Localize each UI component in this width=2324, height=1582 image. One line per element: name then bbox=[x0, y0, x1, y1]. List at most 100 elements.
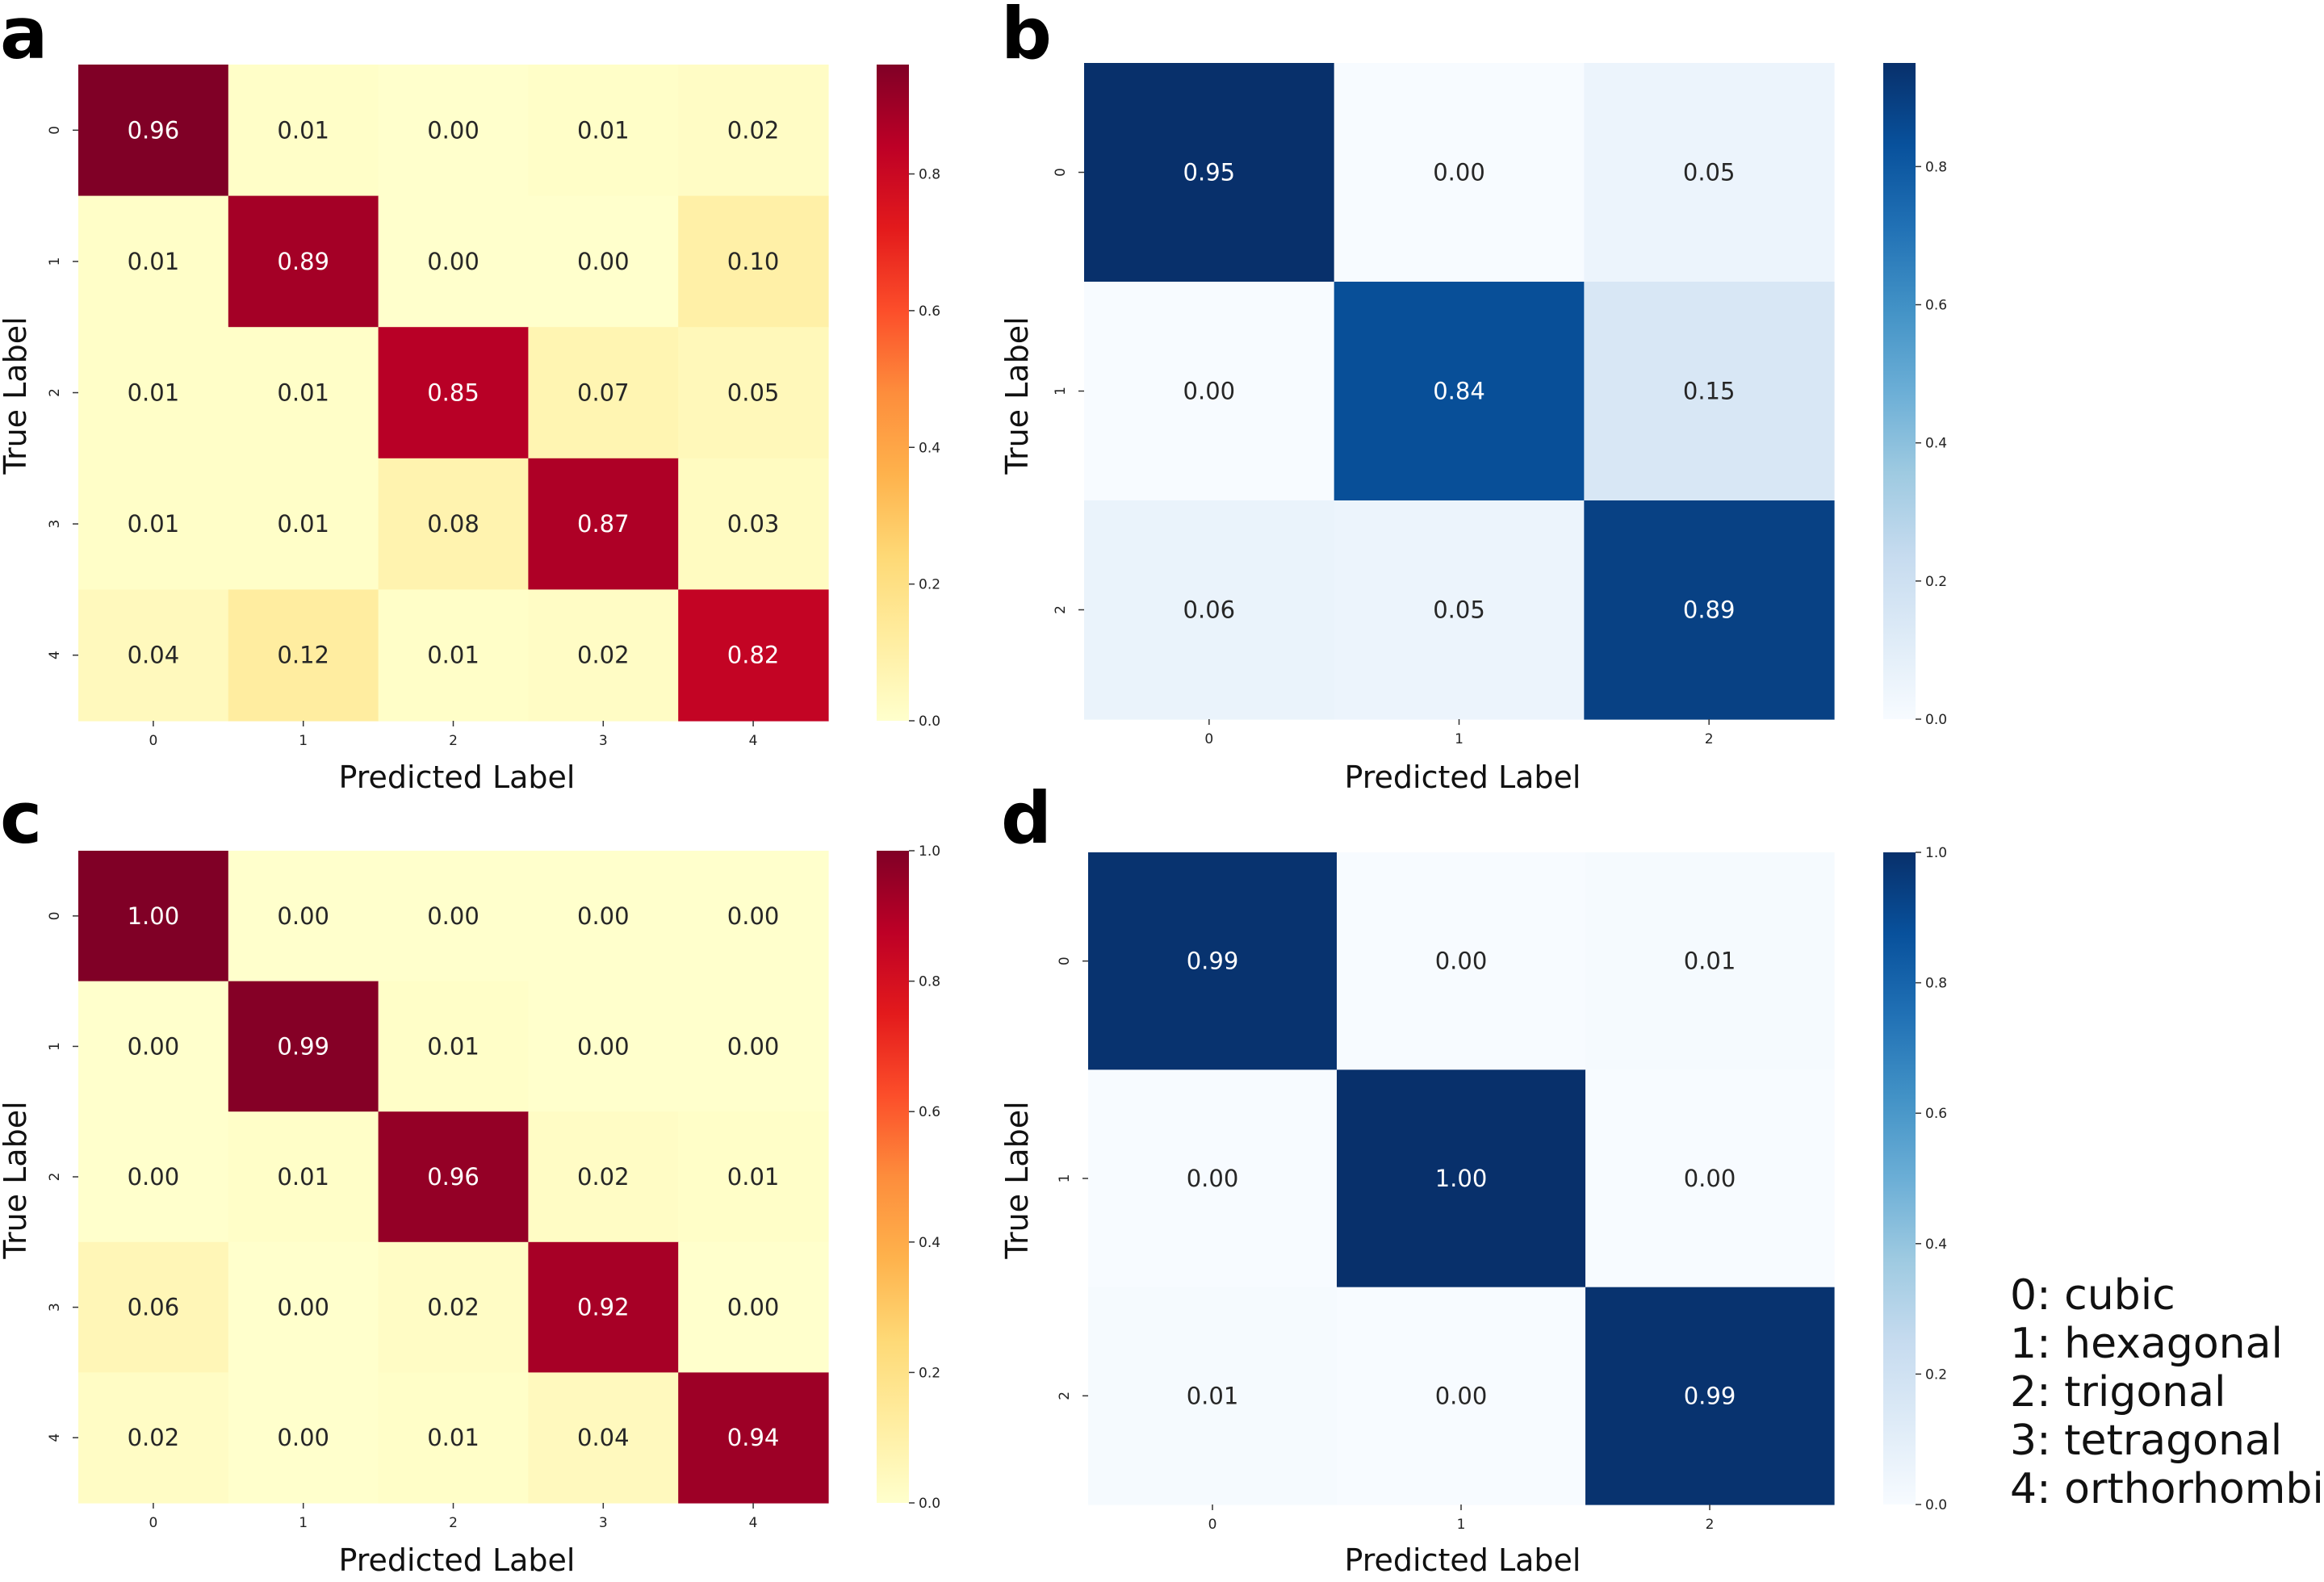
panel-b: b 0.95 0.00 0.050.00 0.84 0.150.06 0.05 0.890 1… bbox=[999, 0, 1947, 795]
cell-c-4-3 bbox=[528, 1372, 679, 1504]
cell-value-a-4-4: 0.82 bbox=[727, 642, 780, 669]
colorbar-tick-b-1: 0.2 bbox=[1925, 574, 1947, 590]
cell-value-a-4-2: 0.01 bbox=[427, 642, 479, 669]
cell-value-c-2-1: 0.01 bbox=[277, 1163, 329, 1191]
cell-value-c-4-2: 0.01 bbox=[427, 1424, 479, 1451]
cell-value-a-2-3: 0.07 bbox=[577, 379, 630, 407]
cell-value-d-2-1: 0.00 bbox=[1435, 1382, 1488, 1409]
panel-a: a 0.96 0.01 0.00 0.01 0.020.01 0.89 0.00 0.00 0.… bbox=[0, 0, 940, 795]
cell-value-c-2-3: 0.02 bbox=[577, 1163, 630, 1191]
cell-b-2-2 bbox=[1584, 500, 1835, 720]
y-axis-label-b: True Label bbox=[999, 316, 1035, 475]
panel-label-b: b bbox=[1001, 0, 1052, 75]
cell-value-c-3-1: 0.00 bbox=[277, 1294, 329, 1321]
colorbar-tick-b-2: 0.4 bbox=[1925, 436, 1947, 452]
cell-a-2-3 bbox=[528, 327, 679, 459]
cell-value-d-0-1: 0.00 bbox=[1435, 948, 1488, 975]
cell-a-1-0 bbox=[78, 195, 229, 328]
colorbar-tick-a-3: 0.6 bbox=[919, 303, 940, 320]
cell-value-a-1-0: 0.01 bbox=[128, 248, 180, 275]
y-tick-a-1: 1 bbox=[47, 257, 63, 266]
cell-d-1-1 bbox=[1337, 1069, 1586, 1288]
colorbar-tick-c-1: 0.2 bbox=[919, 1365, 940, 1381]
cell-value-a-2-0: 0.01 bbox=[128, 379, 180, 407]
cell-value-c-3-4: 0.00 bbox=[727, 1294, 780, 1321]
panel-c: c 1.00 0.00 0.00 0.00 0.00 0.00 0.99 0.01 0.00 0.… bbox=[0, 776, 940, 1578]
cell-value-b-0-0: 0.95 bbox=[1183, 159, 1236, 186]
cell-d-0-0 bbox=[1088, 852, 1338, 1070]
x-tick-d-2: 2 bbox=[1706, 1517, 1715, 1533]
colorbar-tick-b-3: 0.6 bbox=[1925, 298, 1947, 314]
x-tick-c-0: 0 bbox=[149, 1515, 157, 1531]
cell-value-a-2-1: 0.01 bbox=[277, 379, 329, 407]
cell-c-0-1 bbox=[228, 851, 379, 982]
cell-value-b-2-1: 0.05 bbox=[1433, 596, 1485, 624]
cell-value-a-2-4: 0.05 bbox=[727, 379, 780, 407]
x-tick-d-0: 0 bbox=[1208, 1517, 1217, 1533]
cell-a-4-0 bbox=[78, 589, 229, 722]
panel-label-c: c bbox=[0, 776, 42, 860]
cell-a-1-2 bbox=[378, 195, 529, 328]
y-tick-a-2: 2 bbox=[47, 388, 63, 397]
x-tick-d-1: 1 bbox=[1457, 1517, 1466, 1533]
y-tick-b-2: 2 bbox=[1053, 605, 1069, 614]
colorbar-tick-a-4: 0.8 bbox=[919, 167, 940, 183]
cell-a-1-4 bbox=[678, 195, 829, 328]
cell-value-a-3-0: 0.01 bbox=[128, 510, 180, 538]
colorbar-ticks-b: 0.0 0.2 0.4 0.6 0.8 bbox=[1916, 159, 1947, 728]
cell-value-b-0-2: 0.05 bbox=[1683, 159, 1736, 186]
cell-value-b-2-0: 0.06 bbox=[1183, 596, 1236, 624]
cell-value-a-0-2: 0.00 bbox=[427, 116, 479, 144]
colorbar-ticks-c: 0.0 0.2 0.4 0.6 0.8 1.0 bbox=[909, 843, 940, 1512]
cell-value-c-2-4: 0.01 bbox=[727, 1163, 780, 1191]
cell-value-c-0-2: 0.00 bbox=[427, 902, 479, 930]
cell-value-c-1-2: 0.01 bbox=[427, 1032, 479, 1060]
cell-value-a-4-3: 0.02 bbox=[577, 642, 630, 669]
cell-a-4-4 bbox=[678, 589, 829, 722]
cell-d-2-1 bbox=[1337, 1287, 1586, 1505]
cell-value-c-4-1: 0.00 bbox=[277, 1424, 329, 1451]
colorbar-tick-b-4: 0.8 bbox=[1925, 159, 1947, 175]
cell-value-c-2-2: 0.96 bbox=[427, 1163, 479, 1191]
x-tick-a-4: 4 bbox=[749, 733, 758, 749]
x-tick-a-1: 1 bbox=[299, 733, 308, 749]
cell-value-a-0-1: 0.01 bbox=[277, 116, 329, 144]
cell-value-c-0-1: 0.00 bbox=[277, 902, 329, 930]
cell-b-1-0 bbox=[1084, 282, 1335, 501]
x-tick-b-2: 2 bbox=[1705, 731, 1714, 747]
x-tick-b-1: 1 bbox=[1455, 731, 1463, 747]
cell-value-b-1-0: 0.00 bbox=[1183, 378, 1236, 405]
cell-value-c-0-0: 1.00 bbox=[128, 902, 180, 930]
cell-c-1-1 bbox=[228, 981, 379, 1112]
legend-item-hexagonal: 1: hexagonal bbox=[2010, 1320, 2283, 1368]
cell-c-4-1 bbox=[228, 1372, 379, 1504]
y-tick-a-0: 0 bbox=[47, 126, 63, 135]
colorbar-tick-c-2: 0.4 bbox=[919, 1235, 940, 1251]
y-tick-a-3: 3 bbox=[47, 520, 63, 529]
cell-value-a-1-1: 0.89 bbox=[277, 248, 329, 275]
cell-value-c-1-1: 0.99 bbox=[277, 1032, 329, 1060]
cell-value-c-4-3: 0.04 bbox=[577, 1424, 630, 1451]
cell-a-3-3 bbox=[528, 458, 679, 590]
colorbar-tick-d-2: 0.4 bbox=[1925, 1237, 1947, 1253]
cell-value-c-0-4: 0.00 bbox=[727, 902, 780, 930]
y-tick-c-2: 2 bbox=[47, 1173, 63, 1182]
x-tick-b-0: 0 bbox=[1204, 731, 1213, 747]
cell-value-c-1-4: 0.00 bbox=[727, 1032, 780, 1060]
cell-a-1-3 bbox=[528, 195, 679, 328]
cell-a-0-3 bbox=[528, 65, 679, 197]
y-axis-label-a: True Label bbox=[0, 316, 33, 475]
cell-a-0-1 bbox=[228, 65, 379, 197]
y-axis-label-d: True Label bbox=[999, 1101, 1035, 1259]
cell-c-4-0 bbox=[78, 1372, 229, 1504]
cell-c-4-4 bbox=[678, 1372, 829, 1504]
cell-value-c-2-0: 0.00 bbox=[128, 1163, 180, 1191]
cell-d-2-0 bbox=[1088, 1287, 1338, 1505]
cell-value-c-4-4: 0.94 bbox=[727, 1424, 780, 1451]
cell-value-a-1-2: 0.00 bbox=[427, 248, 479, 275]
x-tick-c-2: 2 bbox=[449, 1515, 458, 1531]
y-tick-d-1: 1 bbox=[1057, 1174, 1073, 1183]
colorbar-tick-b-0: 0.0 bbox=[1925, 712, 1947, 728]
cell-a-2-2 bbox=[378, 327, 529, 459]
